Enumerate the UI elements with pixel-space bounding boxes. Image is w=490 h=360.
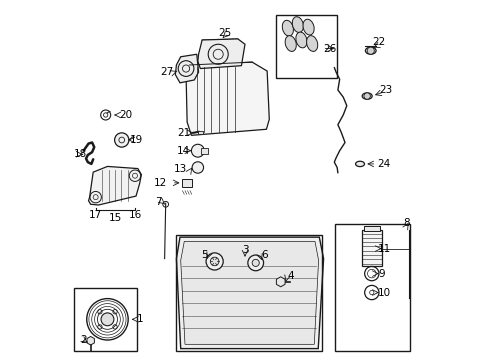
Ellipse shape <box>366 47 376 54</box>
Ellipse shape <box>356 161 365 167</box>
Ellipse shape <box>285 36 296 51</box>
Text: 19: 19 <box>130 135 143 145</box>
Bar <box>364 226 380 231</box>
Text: 17: 17 <box>89 210 102 220</box>
Bar <box>198 131 203 134</box>
Text: 6: 6 <box>261 250 268 260</box>
Bar <box>74 288 137 351</box>
Text: 24: 24 <box>377 159 391 169</box>
Circle shape <box>101 313 114 326</box>
Ellipse shape <box>362 93 372 99</box>
Polygon shape <box>276 277 285 287</box>
Text: 15: 15 <box>109 213 122 223</box>
Bar <box>335 224 410 351</box>
Text: 20: 20 <box>119 110 132 120</box>
Circle shape <box>252 259 259 266</box>
Text: 16: 16 <box>128 210 142 220</box>
Bar <box>276 15 337 78</box>
Text: 9: 9 <box>378 269 385 279</box>
Ellipse shape <box>296 32 307 48</box>
Circle shape <box>192 162 203 173</box>
Text: 11: 11 <box>378 244 391 253</box>
Polygon shape <box>198 39 245 68</box>
Text: 4: 4 <box>287 271 294 282</box>
Bar <box>182 179 193 187</box>
Polygon shape <box>87 337 95 345</box>
Text: 14: 14 <box>176 146 190 156</box>
Text: 10: 10 <box>378 288 391 297</box>
Text: 21: 21 <box>177 128 191 138</box>
Text: 5: 5 <box>201 250 207 260</box>
Text: 12: 12 <box>154 178 167 188</box>
Polygon shape <box>186 62 270 135</box>
Polygon shape <box>175 54 198 83</box>
Text: 25: 25 <box>219 28 232 38</box>
Ellipse shape <box>293 17 303 32</box>
Text: 7: 7 <box>155 197 162 207</box>
Circle shape <box>206 253 223 270</box>
Text: 18: 18 <box>74 149 88 159</box>
Text: 3: 3 <box>242 245 248 255</box>
Circle shape <box>115 133 129 147</box>
Ellipse shape <box>303 19 314 35</box>
Polygon shape <box>181 242 318 344</box>
Text: 13: 13 <box>174 163 187 174</box>
Text: 22: 22 <box>372 37 386 48</box>
Ellipse shape <box>282 20 294 36</box>
Polygon shape <box>89 166 142 205</box>
Polygon shape <box>176 237 323 348</box>
Text: 2: 2 <box>80 335 87 345</box>
Circle shape <box>210 257 219 266</box>
Bar <box>201 148 208 154</box>
Text: 1: 1 <box>137 314 144 324</box>
Circle shape <box>367 47 374 54</box>
Circle shape <box>248 255 264 271</box>
Circle shape <box>192 144 204 157</box>
Text: 8: 8 <box>403 218 410 228</box>
Bar <box>176 235 322 351</box>
Circle shape <box>364 93 370 99</box>
Bar <box>362 230 382 266</box>
Text: 23: 23 <box>379 85 392 95</box>
Ellipse shape <box>307 36 318 51</box>
Text: 27: 27 <box>160 67 173 77</box>
Text: 26: 26 <box>323 44 337 54</box>
